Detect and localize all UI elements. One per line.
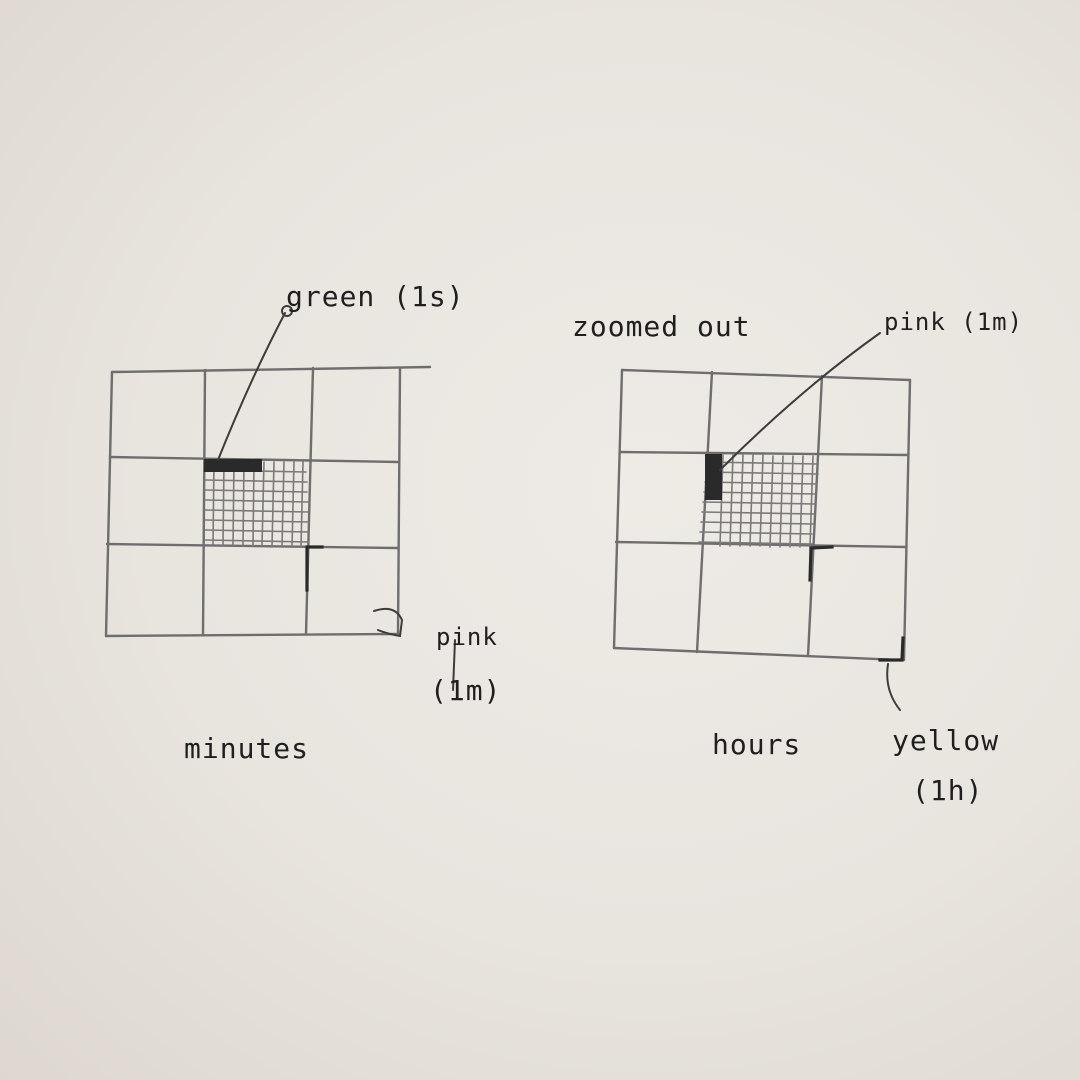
minutes-grid-col-line [304,366,315,636]
hours-grid-left-edge [612,368,624,650]
hours-grid-col-line [806,374,824,658]
minutes-pink-corner-mark [305,545,324,592]
pink-right-leader-line [719,332,881,471]
hours-grid-bottom-edge [612,646,902,662]
green-second-block [204,459,262,472]
minutes-grid-right-edge [396,366,402,636]
hours-pink-corner-mark [808,545,834,582]
pink-leader-bracket [373,607,404,638]
hours-grid-row-line [618,450,910,457]
minutes-grid-bottom-edge [104,632,400,638]
yellow-leader-line [886,663,901,711]
hours-grid-top-edge [620,368,912,382]
hours-yellow-corner-mark [878,636,905,662]
yellow-unit-label: (1h) [912,774,983,807]
zoomed-out-label: zoomed out [572,310,751,343]
minutes-grid-left-edge [104,370,114,638]
green-leader-line [217,312,286,461]
hours-subgrid [698,454,819,548]
hours-grid-right-edge [902,378,912,662]
pink-left-unit-label: (1m) [430,674,501,707]
minutes-grid [104,305,456,691]
pink-left-word-label: pink [436,623,498,651]
minutes-subgrid [204,461,310,548]
hours-grid-row-line [614,540,908,549]
pink-minute-block [705,454,722,500]
green-leader-dot [281,305,293,317]
minutes-label: minutes [184,732,309,765]
green-1s-label: green (1s) [286,280,465,313]
minutes-grid-col-line [201,368,207,636]
hours-grid [612,332,912,711]
pink-1m-right-label: pink (1m) [884,308,1023,336]
yellow-word-label: yellow [892,724,999,757]
pink-leader-tick [452,639,456,691]
minutes-grid-top-edge [110,365,432,374]
hours-label: hours [712,728,801,761]
